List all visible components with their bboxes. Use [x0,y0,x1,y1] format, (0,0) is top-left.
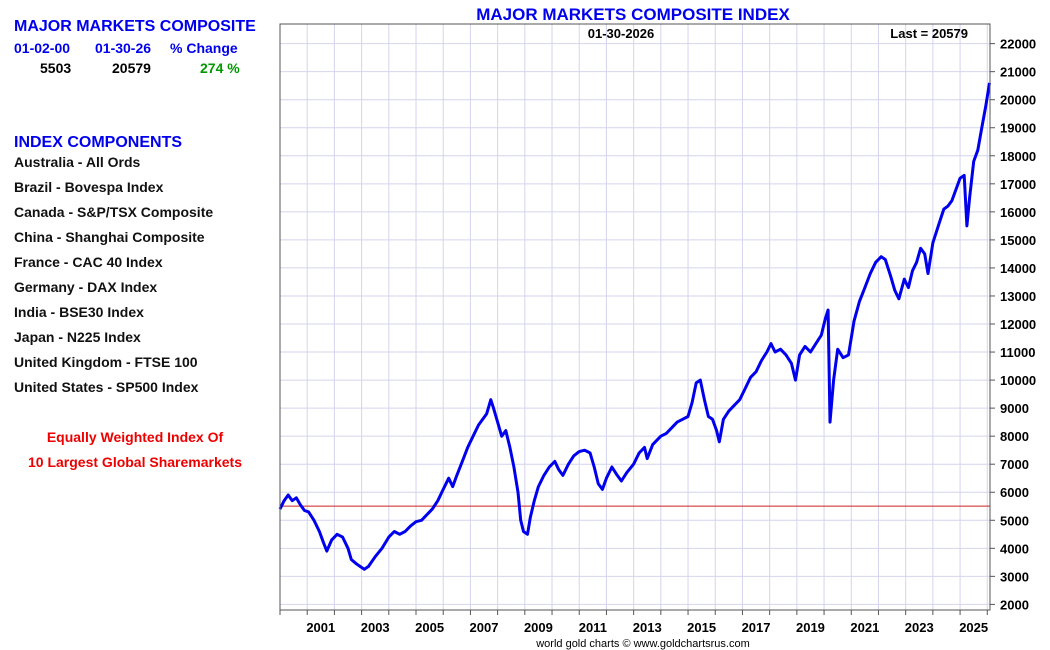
chart-title: MAJOR MARKETS COMPOSITE INDEX [476,5,790,24]
chart-grid [279,24,990,610]
summary-title: MAJOR MARKETS COMPOSITE [14,18,256,35]
summary-change-value: 274 % [200,60,240,76]
components-title: INDEX COMPONENTS [14,134,183,151]
y-tick-label: 6000 [1000,485,1029,500]
y-tick-label: 13000 [1000,289,1036,304]
x-tick-label: 2011 [579,620,607,635]
y-tick-label: 2000 [1000,597,1029,612]
y-tick-label: 14000 [1000,261,1036,276]
y-tick-label: 19000 [1000,121,1036,136]
y-tick-label: 4000 [1000,541,1029,556]
chart-date-label: 01-30-2026 [588,26,655,41]
component-item: Germany - DAX Index [14,279,158,295]
y-tick-label: 22000 [1000,37,1036,52]
y-tick-label: 15000 [1000,233,1036,248]
summary-end-value: 20579 [112,60,151,76]
chart-last-label: Last = 20579 [890,26,968,41]
summary-start-date: 01-02-00 [14,40,71,56]
component-item: United Kingdom - FTSE 100 [14,354,198,370]
note-line-1: Equally Weighted Index Of [46,429,224,445]
y-axis: 2000 3000 4000 5000 6000 7000 8000 9000 10000 110… [990,37,1036,612]
y-tick-label: 10000 [1000,373,1036,388]
y-tick-label: 12000 [1000,317,1036,332]
y-tick-label: 7000 [1000,457,1029,472]
y-tick-label: 16000 [1000,205,1036,220]
note-line-2: 10 Largest Global Sharemarkets [28,454,242,470]
x-tick-label: 2021 [850,620,879,635]
index-series-line [278,82,991,571]
y-tick-label: 11000 [1000,345,1035,360]
component-item: Brazil - Bovespa Index [14,179,164,195]
x-axis: 2001 2003 2005 2007 2009 2011 2013 2015 2017 2019… [279,610,988,635]
component-item: Australia - All Ords [14,154,141,170]
summary-end-date: 01-30-26 [95,40,152,56]
summary-start-value: 5503 [40,60,72,76]
component-item: Japan - N225 Index [14,329,141,345]
y-tick-label: 18000 [1000,149,1036,164]
y-tick-label: 9000 [1000,401,1029,416]
x-tick-label: 2025 [959,620,988,635]
summary-change-header: % Change [170,40,238,56]
chart-footer: world gold charts © www.goldchartsrus.co… [535,638,750,650]
x-tick-label: 2003 [361,620,390,635]
x-tick-label: 2001 [306,620,335,635]
x-tick-label: 2017 [742,620,771,635]
x-tick-label: 2005 [415,620,444,635]
component-item: China - Shanghai Composite [14,229,205,245]
y-tick-label: 17000 [1000,177,1036,192]
x-tick-label: 2023 [905,620,934,635]
x-tick-label: 2019 [796,620,825,635]
y-tick-label: 8000 [1000,429,1029,444]
component-item: United States - SP500 Index [14,379,199,395]
x-tick-label: 2009 [524,620,553,635]
y-tick-label: 5000 [1000,513,1029,528]
plot-frame [279,23,991,611]
component-item: Canada - S&P/TSX Composite [14,204,214,220]
component-item: France - CAC 40 Index [14,254,163,270]
x-tick-label: 2007 [470,620,499,635]
component-item: India - BSE30 Index [14,304,144,320]
y-tick-label: 20000 [1000,93,1036,108]
x-tick-label: 2015 [687,620,716,635]
y-tick-label: 21000 [1000,65,1036,80]
y-tick-label: 3000 [1000,569,1029,584]
x-tick-label: 2013 [633,620,662,635]
